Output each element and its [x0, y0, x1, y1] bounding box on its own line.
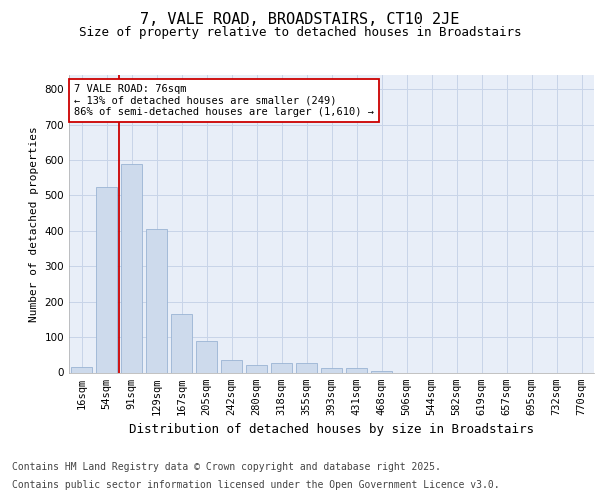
- Text: 7 VALE ROAD: 76sqm
← 13% of detached houses are smaller (249)
86% of semi-detach: 7 VALE ROAD: 76sqm ← 13% of detached hou…: [74, 84, 374, 117]
- Y-axis label: Number of detached properties: Number of detached properties: [29, 126, 39, 322]
- Bar: [246, 364, 267, 372]
- Text: Size of property relative to detached houses in Broadstairs: Size of property relative to detached ho…: [79, 26, 521, 39]
- Bar: [296, 362, 317, 372]
- Bar: [171, 314, 192, 372]
- Bar: [96, 186, 117, 372]
- Bar: [196, 342, 217, 372]
- Text: Contains public sector information licensed under the Open Government Licence v3: Contains public sector information licen…: [12, 480, 500, 490]
- Text: Contains HM Land Registry data © Crown copyright and database right 2025.: Contains HM Land Registry data © Crown c…: [12, 462, 441, 472]
- Bar: [346, 368, 367, 372]
- Bar: [271, 362, 292, 372]
- Bar: [71, 367, 92, 372]
- X-axis label: Distribution of detached houses by size in Broadstairs: Distribution of detached houses by size …: [129, 423, 534, 436]
- Text: 7, VALE ROAD, BROADSTAIRS, CT10 2JE: 7, VALE ROAD, BROADSTAIRS, CT10 2JE: [140, 12, 460, 28]
- Bar: [321, 368, 342, 372]
- Bar: [221, 360, 242, 372]
- Bar: [121, 164, 142, 372]
- Bar: [146, 229, 167, 372]
